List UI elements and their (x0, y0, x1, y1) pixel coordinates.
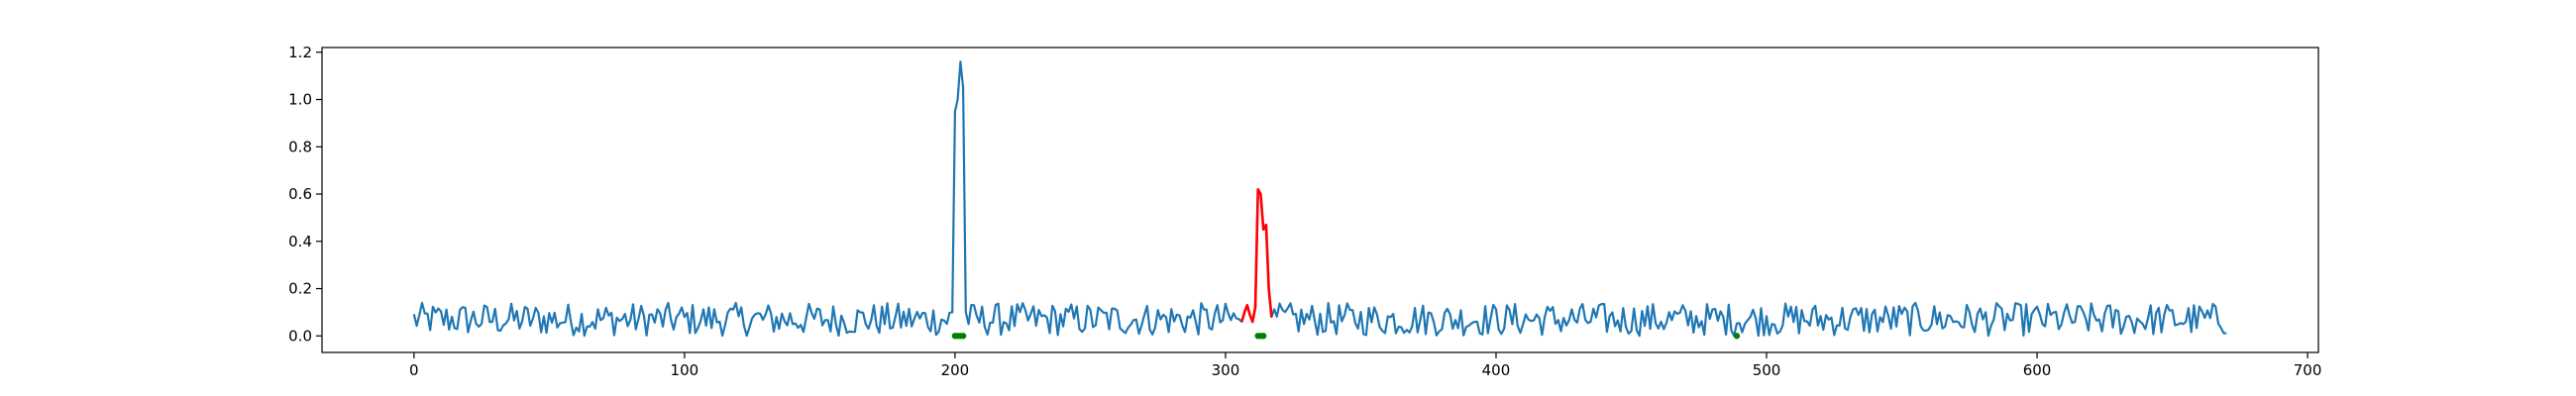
x-tick-label: 700 (2294, 361, 2322, 379)
marker-point (959, 333, 967, 340)
x-tick-label: 0 (409, 361, 419, 379)
y-tick-label: 0.4 (288, 233, 312, 250)
y-tick-label: 1.0 (288, 91, 312, 109)
series-layer (412, 60, 2227, 338)
y-tick-label: 0.0 (288, 327, 312, 345)
axes-frame (321, 47, 2319, 353)
x-tick-label: 500 (1753, 361, 1781, 379)
marker-point (1259, 333, 1267, 340)
y-tick-label: 0.6 (288, 185, 312, 203)
y-tick-label: 0.8 (288, 138, 312, 155)
marker-point (1733, 333, 1741, 340)
y-axis: 0.0 0.2 0.4 0.6 0.8 1.0 1.2 (288, 44, 322, 345)
x-axis: 0 100 200 300 400 500 600 700 (409, 352, 2321, 379)
y-tick-label: 0.2 (288, 280, 312, 298)
anomaly-series-line (1240, 188, 1273, 324)
x-tick-label: 400 (1482, 361, 1511, 379)
y-tick-label: 1.2 (288, 44, 312, 61)
marker-layer (951, 333, 1741, 340)
x-tick-label: 600 (2023, 361, 2052, 379)
x-tick-label: 300 (1212, 361, 1240, 379)
x-tick-label: 200 (941, 361, 970, 379)
signal-series-line (412, 60, 2227, 338)
x-tick-label: 100 (671, 361, 699, 379)
